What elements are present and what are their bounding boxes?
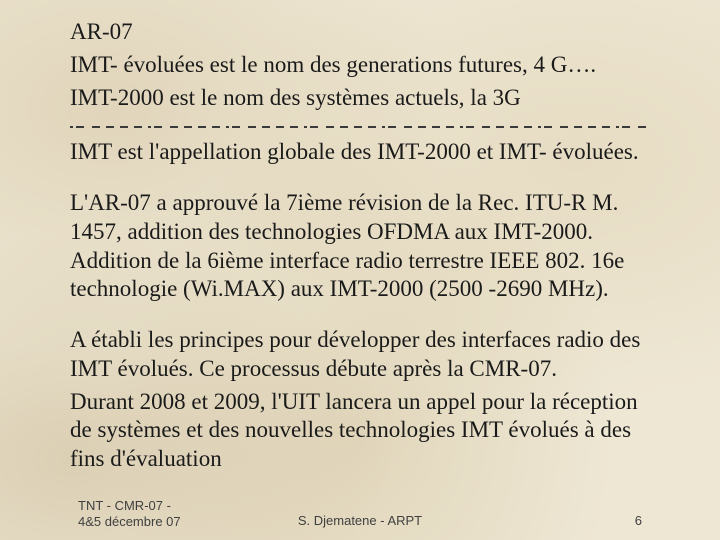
divider-line [70,126,650,128]
footer-center: S. Djematene - ARPT [0,513,720,528]
footer-left-line1: TNT - CMR-07 - [78,498,181,514]
block-1: AR-07 IMT- évoluées est le nom des gener… [70,18,650,112]
block-2: IMT est l'appellation globale des IMT-20… [70,138,650,167]
text-imt-appellation: IMT est l'appellation globale des IMT-20… [70,138,650,167]
slide-body: AR-07 IMT- évoluées est le nom des gener… [0,0,720,540]
block-3: L'AR-07 a approuvé la 7ième révision de … [70,189,650,304]
text-ar07-approval: L'AR-07 a approuvé la 7ième révision de … [70,189,650,304]
text-ar07: AR-07 [70,18,650,47]
text-uit-appel: Durant 2008 et 2009, l'UIT lancera un ap… [70,388,650,474]
text-imt-evoluees: IMT- évoluées est le nom des generations… [70,51,650,80]
block-4: A établi les principes pour développer d… [70,326,650,474]
text-principes: A établi les principes pour développer d… [70,326,650,384]
footer-page-number: 6 [635,513,642,528]
text-imt-2000: IMT-2000 est le nom des systèmes actuels… [70,84,650,113]
